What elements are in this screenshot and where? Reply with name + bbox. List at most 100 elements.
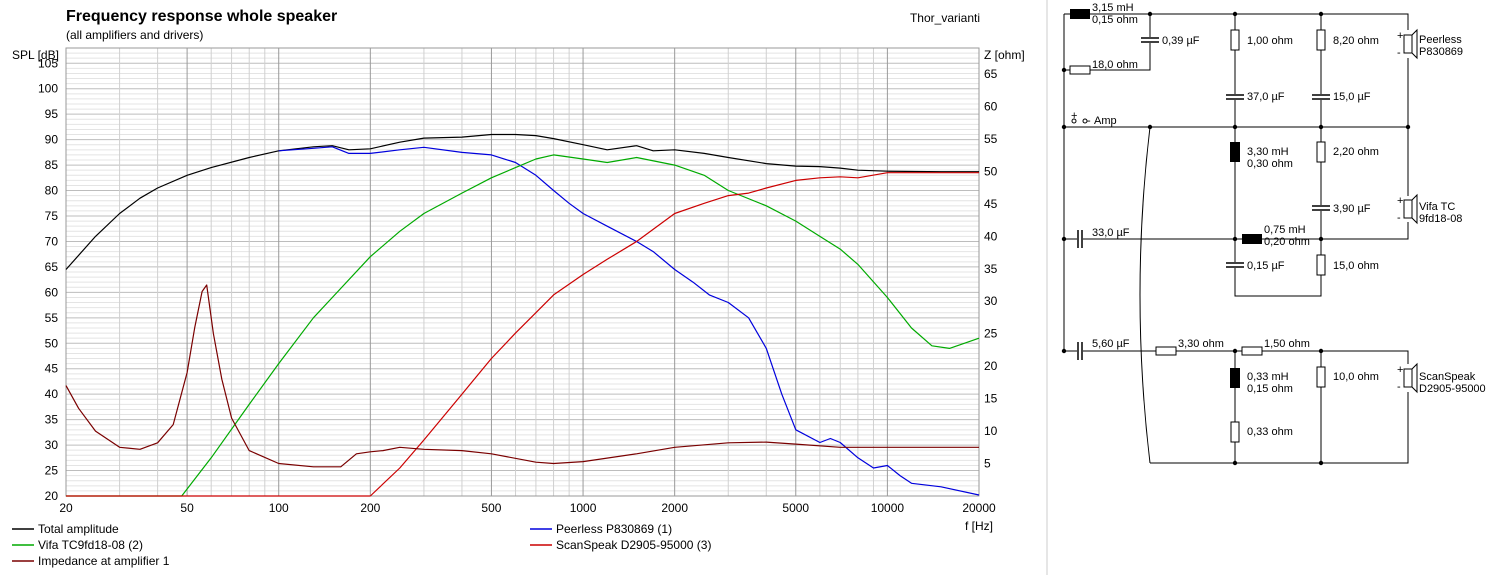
junction-dot: [1232, 460, 1238, 466]
junction-dot: [1147, 124, 1153, 130]
series-line: [66, 154, 980, 497]
capacitor-gap: [1312, 205, 1330, 211]
y-right-label: Z [ohm]: [984, 48, 1025, 62]
x-tick-label: 1000: [570, 501, 597, 515]
y-left-tick-label: 45: [45, 362, 59, 376]
y-right-tick-label: 55: [984, 132, 998, 146]
y-left-tick-label: 90: [45, 133, 59, 147]
x-tick-label: 500: [481, 501, 501, 515]
resistor: [1155, 346, 1177, 356]
amp-plus: +: [1071, 110, 1077, 122]
y-right-tick-label: 50: [984, 164, 998, 178]
x-tick-label: 200: [360, 501, 380, 515]
resistor: [1230, 29, 1240, 51]
junction-dot: [1318, 236, 1324, 242]
driver-label: Peerless: [1419, 34, 1462, 46]
y-right-tick-label: 30: [984, 294, 998, 308]
plot-grid: [66, 48, 979, 496]
y-left-label: SPL [dB]: [12, 48, 59, 62]
resistor: [1316, 254, 1326, 276]
junction-dot: [1232, 236, 1238, 242]
junction-dot: [1405, 124, 1411, 130]
y-left-tick-label: 30: [45, 438, 59, 452]
capacitor-value: 37,0 µF: [1247, 91, 1285, 103]
capacitor-gap: [1141, 37, 1159, 43]
resistor-value: 10,0 ohm: [1333, 371, 1379, 383]
resistor: [1316, 29, 1326, 51]
capacitor-value: 3,90 µF: [1333, 203, 1371, 215]
y-right-tick-label: 35: [984, 262, 998, 276]
inductor-value: 0,75 mH: [1264, 224, 1306, 236]
y-right-tick-label: 45: [984, 197, 998, 211]
series-line: [65, 284, 979, 468]
speaker-polarity-plus: +: [1397, 195, 1403, 207]
ground-return-wire: [1139, 126, 1151, 464]
y-left-tick-label: 75: [45, 209, 59, 223]
y-right-tick-label: 15: [984, 392, 998, 406]
speaker-polarity-plus: +: [1397, 364, 1403, 376]
inductor-value: 0,30 ohm: [1247, 158, 1293, 170]
resistor-value: 8,20 ohm: [1333, 35, 1379, 47]
junction-dot: [1147, 11, 1153, 17]
plot-frame: [65, 47, 980, 497]
series-line: [66, 172, 979, 497]
amp-terminal: [1082, 118, 1088, 124]
chart-title: Frequency response whole speaker: [66, 8, 337, 25]
inductor: [1230, 142, 1240, 162]
driver-label: 9fd18-08: [1419, 213, 1462, 225]
capacitor-gap: [1226, 262, 1244, 268]
inductor: [1070, 9, 1090, 19]
legend-label: ScanSpeak D2905-95000 (3): [556, 538, 711, 552]
inductor-value: 0,15 ohm: [1247, 383, 1293, 395]
y-right-tick-label: 60: [984, 99, 998, 113]
axis-ticks: 20 50 100 200 500 1000 2000 5000 10000 20000 20 25 3…: [38, 56, 998, 515]
driver-label: ScanSpeak: [1419, 371, 1476, 383]
driver-label: P830869: [1419, 46, 1463, 58]
capacitor-gap: [1077, 230, 1083, 248]
speaker-cone: [1411, 362, 1418, 394]
inductor: [1242, 234, 1262, 244]
resistor-value: 0,33 ohm: [1247, 426, 1293, 438]
junction-dot: [1318, 11, 1324, 17]
y-left-tick-label: 80: [45, 184, 59, 198]
y-right-tick-label: 5: [984, 457, 991, 471]
inductor: [1230, 368, 1240, 388]
y-right-tick-label: 10: [984, 424, 998, 438]
capacitor-value: 5,60 µF: [1092, 338, 1130, 350]
inductor-value: 0,15 ohm: [1092, 14, 1138, 26]
frequency-response-chart: Frequency response whole speaker (all am…: [12, 8, 1025, 568]
speaker-polarity-plus: +: [1397, 30, 1403, 42]
capacitor-value: 15,0 µF: [1333, 91, 1371, 103]
capacitor-value: 33,0 µF: [1092, 227, 1130, 239]
junction-dot: [1061, 236, 1067, 242]
junction-dot: [1061, 124, 1067, 130]
wire: [1064, 14, 1151, 71]
y-left-tick-label: 35: [45, 413, 59, 427]
capacitor-gap: [1077, 342, 1083, 360]
y-left-tick-label: 70: [45, 234, 59, 248]
y-left-tick-label: 25: [45, 464, 59, 478]
y-right-tick-label: 25: [984, 327, 998, 341]
junction-dot: [1061, 67, 1067, 73]
y-left-tick-label: 85: [45, 158, 59, 172]
schematic-components: [1061, 9, 1418, 466]
x-tick-label: 5000: [782, 501, 809, 515]
project-label: Thor_varianti: [910, 11, 980, 25]
amp-label: Amp: [1094, 115, 1117, 127]
speaker-polarity-minus: -: [1397, 47, 1401, 59]
legend-label: Total amplitude: [38, 522, 119, 536]
y-right-tick-label: 40: [984, 229, 998, 243]
resistor-value: 1,00 ohm: [1247, 35, 1293, 47]
x-tick-label: 50: [180, 501, 194, 515]
x-tick-label: 20: [59, 501, 73, 515]
resistor: [1316, 366, 1326, 388]
junction-dot: [1318, 124, 1324, 130]
y-left-tick-label: 100: [38, 82, 58, 96]
y-left-tick-label: 65: [45, 260, 59, 274]
y-left-tick-label: 40: [45, 387, 59, 401]
capacitor-gap: [1312, 94, 1330, 100]
speaker-cone: [1411, 193, 1418, 225]
wire: [1064, 13, 1409, 30]
speaker-body: [1403, 199, 1413, 219]
